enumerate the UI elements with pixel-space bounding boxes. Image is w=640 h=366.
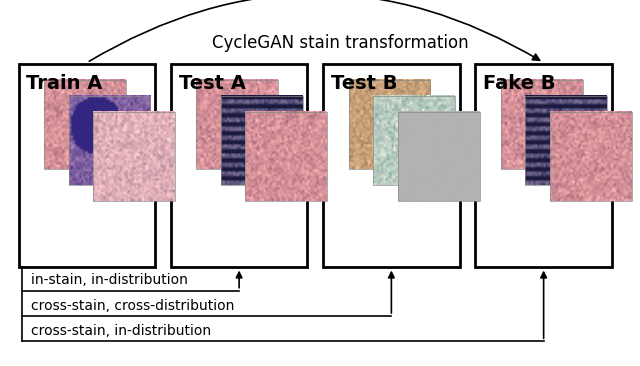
Text: Fake B: Fake B	[483, 75, 556, 93]
Bar	[171, 64, 307, 267]
Bar	[44, 79, 126, 169]
Bar	[93, 112, 175, 201]
Bar	[323, 64, 460, 267]
Bar	[373, 96, 455, 185]
Bar	[196, 79, 278, 169]
Bar	[221, 96, 303, 185]
Bar	[476, 64, 612, 267]
Bar	[349, 79, 431, 169]
Bar	[550, 112, 632, 201]
Bar	[525, 96, 607, 185]
Text: CycleGAN stain transformation: CycleGAN stain transformation	[212, 34, 469, 52]
Text: Test B: Test B	[331, 75, 397, 93]
Text: Test A: Test A	[179, 75, 245, 93]
Text: cross-stain, in-distribution: cross-stain, in-distribution	[31, 324, 211, 338]
Bar	[246, 112, 327, 201]
Bar	[68, 96, 150, 185]
Text: Train A: Train A	[26, 75, 102, 93]
Text: in-stain, in-distribution: in-stain, in-distribution	[31, 273, 188, 287]
Text: cross-stain, cross-distribution: cross-stain, cross-distribution	[31, 299, 235, 313]
Bar	[501, 79, 583, 169]
Bar	[19, 64, 155, 267]
Bar	[397, 112, 479, 201]
